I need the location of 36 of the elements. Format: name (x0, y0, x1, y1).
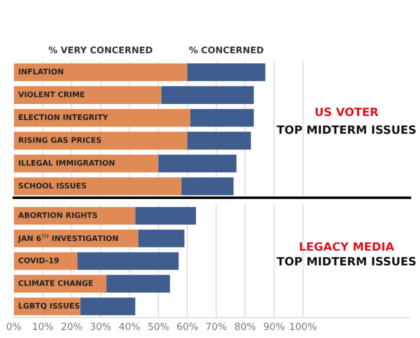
x-tick-label: 30% (90, 322, 111, 330)
bar (14, 86, 162, 104)
bar (187, 132, 251, 150)
bar (190, 108, 254, 127)
x-tick-label: 10% (33, 322, 54, 330)
annotation: TOP MIDTERM ISSUES (276, 256, 416, 266)
series-label: % CONCERNED (189, 46, 264, 54)
annotation: TOP MIDTERM ISSUES (276, 125, 416, 134)
x-tick-label: 60% (177, 322, 198, 330)
bar (182, 177, 234, 196)
bar (158, 154, 236, 172)
bar (77, 252, 179, 270)
bar (161, 86, 254, 104)
bar (80, 298, 136, 316)
bar (135, 206, 196, 225)
annotation: LEGACY MEDIA (300, 242, 394, 251)
bar (14, 63, 188, 82)
bar (14, 108, 190, 127)
bar (14, 177, 182, 196)
annotation: US VOTER (316, 108, 378, 116)
bar (14, 230, 138, 248)
x-tick-label: 50% (148, 322, 169, 330)
x-tick-label: 100% (290, 322, 316, 330)
x-tick-label: 70% (206, 322, 226, 330)
x-tick-label: 40% (119, 322, 140, 330)
series-label: % VERY CONCERNED (48, 46, 152, 54)
bar (14, 252, 78, 270)
bar (187, 63, 266, 82)
bar (138, 230, 184, 248)
x-tick-label: 0% (6, 322, 22, 330)
x-tick-label: 90% (264, 322, 284, 330)
x-tick-label: 20% (62, 322, 82, 330)
bar (14, 154, 158, 172)
x-tick-label: 80% (234, 322, 256, 330)
bar (14, 132, 188, 150)
bar (106, 274, 170, 293)
